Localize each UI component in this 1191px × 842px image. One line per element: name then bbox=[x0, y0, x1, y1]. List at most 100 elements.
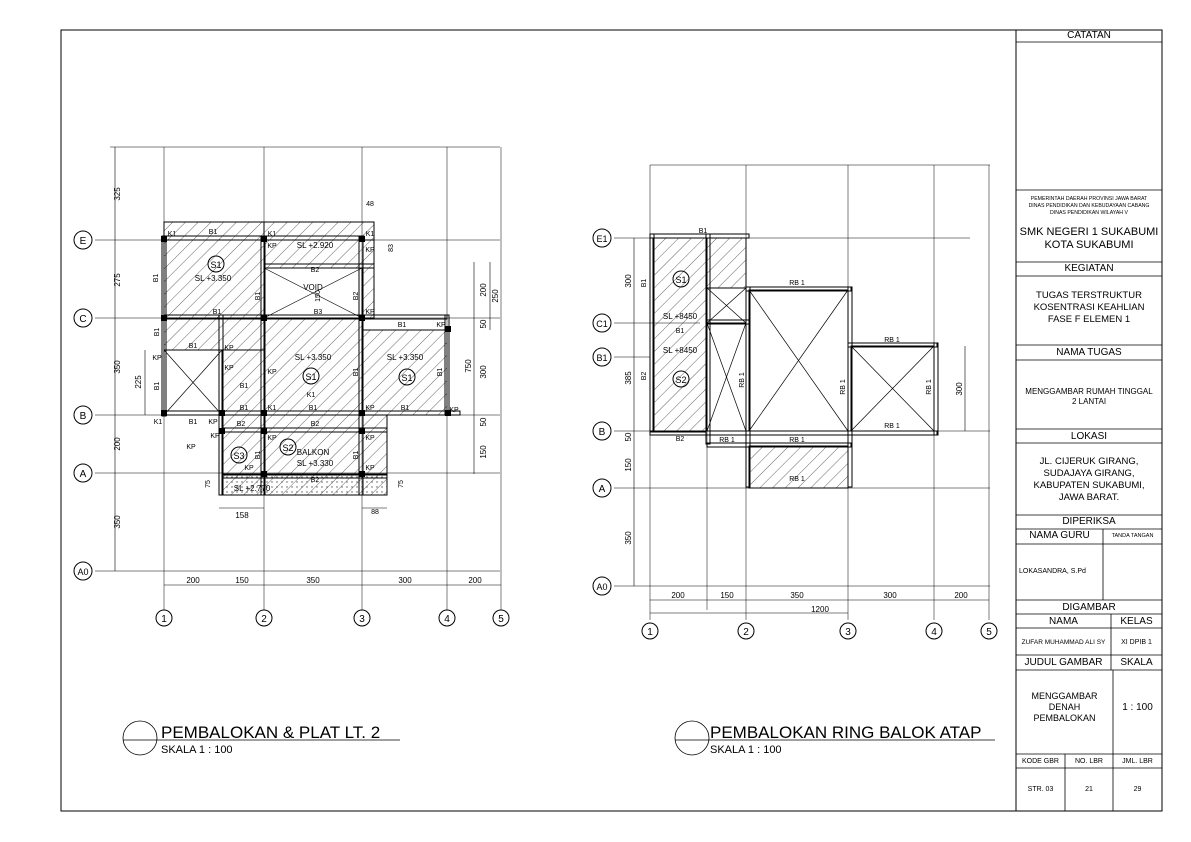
rbeam-rb1-i: RB 1 bbox=[926, 379, 933, 395]
judul-line-1: MENGGAMBAR bbox=[1031, 691, 1098, 701]
slab-level-s1b: SL +3.350 bbox=[295, 353, 332, 362]
roof-slab-id-s1: S1 bbox=[675, 275, 686, 285]
col-tag-kp-i: KP bbox=[365, 405, 375, 412]
col-tag-k1-b: K1 bbox=[268, 231, 277, 238]
beam-tag-b2-void: B2 bbox=[311, 267, 320, 274]
slab-kp bbox=[221, 349, 265, 416]
roof-slab-level-s1: SL +8450 bbox=[663, 312, 698, 321]
beam-tag-b2-b: B2 bbox=[311, 421, 320, 428]
svg-text:A: A bbox=[599, 484, 606, 495]
col-tag-kp-n: KP bbox=[267, 435, 277, 442]
right-plan-scale: SKALA 1 : 100 bbox=[710, 744, 782, 756]
grid-bubble-2-r: 2 bbox=[737, 622, 755, 640]
dim-right-300: 300 bbox=[479, 365, 488, 379]
grid-bubble-C: C bbox=[73, 308, 93, 328]
left-bottom-dims: 200 150 350 300 200 bbox=[164, 576, 501, 586]
rbeam-rb1-h: RB 1 bbox=[840, 379, 847, 395]
rbeam-rb1-g: RB 1 bbox=[739, 372, 746, 388]
beam-tag-b1-left: B1 bbox=[153, 274, 160, 283]
left-row-bubbles: E C B A A0 bbox=[73, 230, 93, 581]
svg-text:B: B bbox=[599, 427, 606, 438]
right-slab-labels: S1 SL +8450 S2 SL +8450 bbox=[663, 270, 698, 388]
grid-bubble-E: E bbox=[73, 230, 93, 250]
rbeam-b2-left: B2 bbox=[641, 372, 648, 381]
slab-id-s1b: S1 bbox=[305, 372, 316, 382]
no-lbr-label: NO. LBR bbox=[1074, 758, 1103, 765]
grid-bubble-A: A bbox=[73, 463, 93, 483]
col-tag-kp-l: KP bbox=[210, 433, 220, 440]
judul-line-2: DENAH bbox=[1048, 702, 1081, 712]
kegiatan-line-1: TUGAS TERSTRUKTUR bbox=[1036, 290, 1142, 301]
dim-bottom-200b: 200 bbox=[468, 576, 482, 585]
slab-s1-b bbox=[263, 317, 363, 416]
right-misc-dims: 300 bbox=[955, 346, 966, 431]
right-slabs bbox=[652, 237, 935, 489]
grid-bubble-4-r: 4 bbox=[925, 622, 943, 640]
kegiatan-line-3: FASE F ELEMEN 1 bbox=[1047, 314, 1131, 325]
slab-level-s1a: SL +3.350 bbox=[195, 274, 232, 283]
nama-guru-value: LOKASANDRA, S.Pd bbox=[1019, 568, 1086, 575]
rbeam-rb1-b: RB 1 bbox=[884, 337, 900, 344]
col-tag-kp-m: KP bbox=[186, 444, 196, 451]
rbeam-b1-mid: B1 bbox=[676, 328, 685, 335]
level-2770: SL +2.770 bbox=[234, 484, 271, 493]
level-2920: SL +2.920 bbox=[297, 241, 334, 250]
beam-tag-b2-c: B2 bbox=[311, 477, 320, 484]
dim-right-200: 200 bbox=[479, 283, 488, 297]
dim-right-50b: 50 bbox=[479, 417, 488, 426]
lokasi-line-3: KABUPATEN SUKABUMI, bbox=[1033, 480, 1145, 491]
svg-text:E1: E1 bbox=[596, 234, 607, 244]
grid-bubble-5-r: 5 bbox=[980, 622, 998, 640]
beam-tag-b1-m: B1 bbox=[189, 419, 198, 426]
right-beams bbox=[649, 233, 939, 488]
col-tag-k1-d: K1 bbox=[307, 392, 316, 399]
svg-text:5: 5 bbox=[498, 614, 504, 625]
beam-tag-b1-n: B1 bbox=[255, 451, 262, 460]
slab-strip-2 bbox=[263, 221, 375, 241]
beam-tag-b1-e: B1 bbox=[240, 383, 249, 390]
nama-label: NAMA bbox=[1049, 616, 1078, 627]
svg-text:A0: A0 bbox=[77, 567, 88, 577]
jml-lbr-label: JML. LBR bbox=[1122, 758, 1153, 765]
agency-line-2: DINAS PENDIDIKAN DAN KEBUDAYAAN CABANG bbox=[1028, 203, 1150, 209]
grid-bubble-A0-r: A0 bbox=[592, 576, 612, 596]
rbeam-b1-top: B1 bbox=[699, 228, 708, 235]
beam-tag-b1-c2: B1 bbox=[398, 322, 407, 329]
beam-tag-b1-k: B1 bbox=[309, 405, 318, 412]
grid-bubble-3: 3 bbox=[353, 609, 371, 627]
title-block: CATATAN PEMERINTAH DAERAH PROVINSI JAWA … bbox=[1016, 30, 1162, 811]
kelas-label: KELAS bbox=[1120, 616, 1153, 627]
slab-id-s2: S2 bbox=[282, 443, 293, 453]
rdim-left-385: 385 bbox=[624, 371, 633, 385]
grid-bubble-4: 4 bbox=[438, 609, 456, 627]
svg-text:2: 2 bbox=[743, 627, 749, 638]
col-tag-k1-c: K1 bbox=[366, 231, 375, 238]
slab-left-mid bbox=[163, 317, 265, 351]
slab-level-s1c: SL +3.350 bbox=[387, 353, 424, 362]
dim-left-275: 275 bbox=[113, 273, 122, 287]
jml-lbr-value: 29 bbox=[1133, 786, 1142, 793]
balkon-label: BALKON bbox=[297, 448, 330, 457]
dim-right-250: 250 bbox=[491, 289, 500, 303]
dim-right-750: 750 bbox=[464, 359, 473, 373]
slab-s1-a bbox=[163, 239, 265, 319]
col-tag-kp-o: KP bbox=[365, 435, 375, 442]
kode-label: KODE GBR bbox=[1022, 758, 1059, 765]
beam-tag-b2-vert: B2 bbox=[353, 292, 360, 301]
nama-tugas-label: NAMA TUGAS bbox=[1056, 347, 1122, 358]
left-columns bbox=[161, 236, 451, 477]
right-plan-title-text: PEMBALOKAN RING BALOK ATAP bbox=[710, 723, 981, 742]
beam-tag-b1-c: B1 bbox=[213, 309, 222, 316]
svg-text:4: 4 bbox=[931, 627, 937, 638]
col-tag-kp-a: KP bbox=[267, 243, 277, 250]
svg-text:3: 3 bbox=[359, 614, 365, 625]
dim-75b: 75 bbox=[398, 480, 405, 488]
dim-88: 88 bbox=[371, 509, 379, 516]
dim-158: 158 bbox=[235, 511, 249, 520]
grid-bubble-E1: E1 bbox=[592, 228, 612, 248]
dim-48: 48 bbox=[366, 201, 374, 208]
beam-tag-b1-vert: B1 bbox=[255, 292, 262, 301]
slab-s1-c bbox=[361, 329, 448, 416]
right-left-dims: 300 385 50 150 350 bbox=[624, 238, 635, 586]
roof-slab-bottom bbox=[748, 445, 849, 489]
